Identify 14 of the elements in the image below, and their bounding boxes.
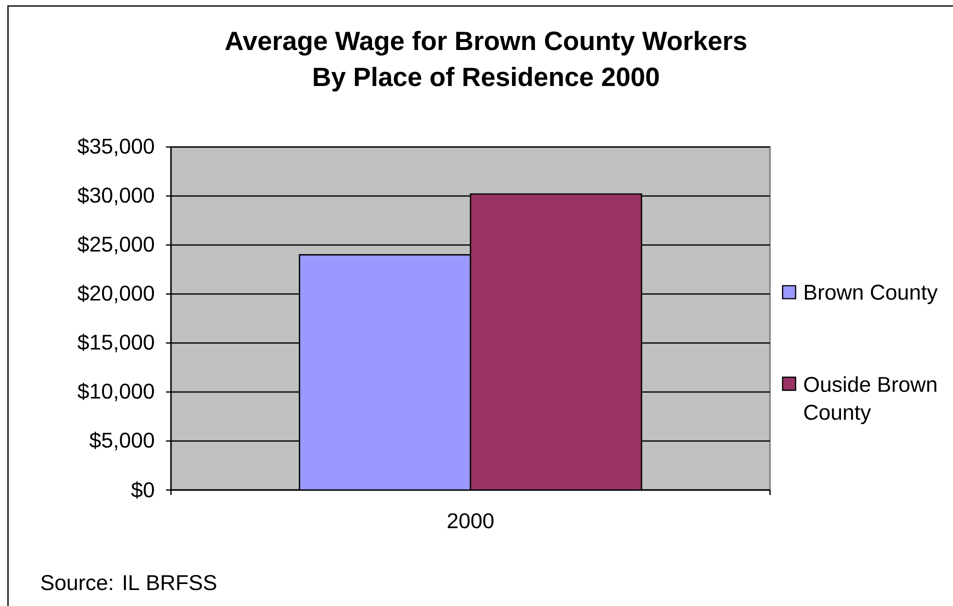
y-tick-label: $35,000 (78, 138, 154, 156)
legend-label: Brown County (804, 284, 938, 304)
legend-label: Ouside Brown County (804, 376, 936, 424)
y-tick-label: $15,000 (78, 334, 154, 352)
y-tick-label: $5,000 (90, 432, 154, 450)
y-tick-label: $20,000 (78, 284, 154, 304)
x-tick-label: 2000 (448, 513, 494, 528)
y-tick-label: $0 (131, 481, 154, 499)
y-tick-label: $30,000 (78, 186, 154, 206)
chart-subtitle: By Place of Residence 2000 (314, 66, 659, 92)
y-tick-label: $10,000 (78, 382, 154, 402)
y-tick-label: $25,000 (78, 236, 154, 254)
source-note: Source: IL BRFSS (41, 575, 216, 590)
chart-title: Average Wage for Brown County Workers (225, 30, 746, 56)
